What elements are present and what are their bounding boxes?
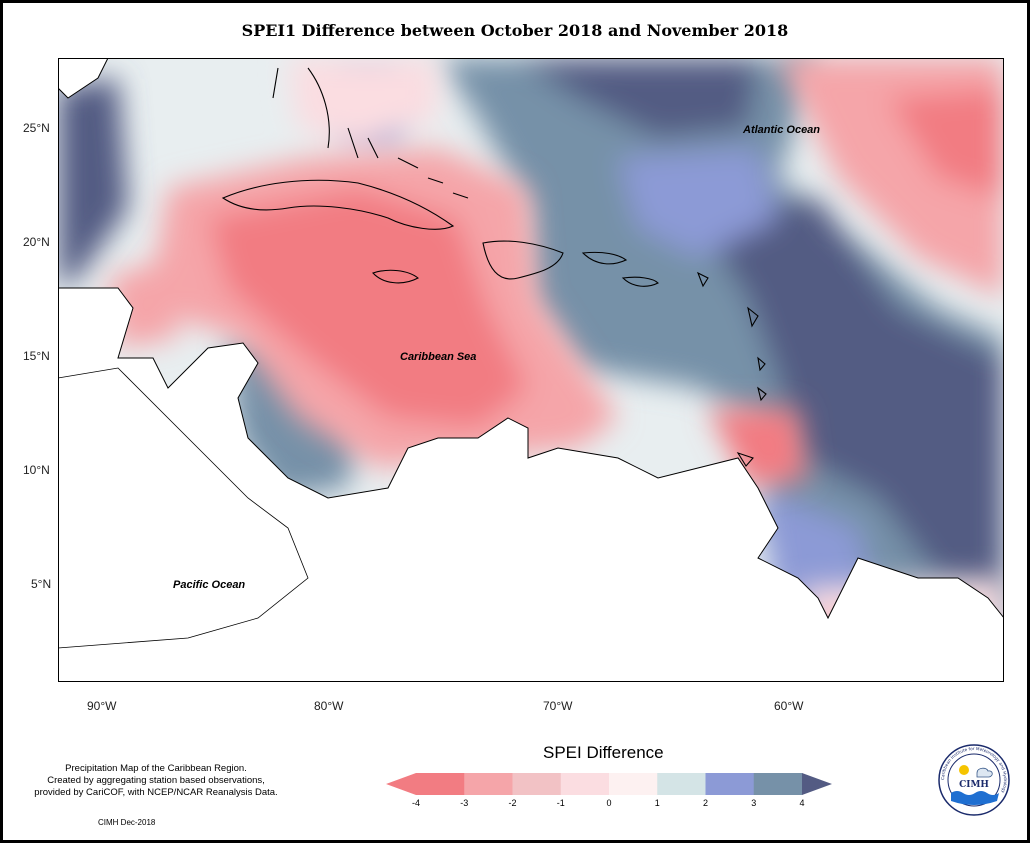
map-border [58,58,1004,682]
legend-swatch [512,773,562,795]
lat-tick-15n: 15°N [23,349,50,363]
legend-tick-label: 3 [751,798,757,808]
atlantic-label: Atlantic Ocean [742,124,820,136]
legend-swatch [753,773,803,795]
caption-line-1: Precipitation Map of the Caribbean Regio… [65,763,247,774]
legend-tick-label: -1 [556,798,565,808]
map-canvas: Atlantic Ocean Caribbean Sea Pacific Oce… [58,58,1004,682]
spei-map: Atlantic Ocean Caribbean Sea Pacific Oce… [58,58,1004,682]
caribbean-label: Caribbean Sea [400,351,476,363]
legend-swatch [705,773,755,795]
caption: Precipitation Map of the Caribbean Regio… [11,763,301,799]
map-title: SPEI1 Difference between October 2018 an… [241,21,789,40]
lat-tick-20n: 20°N [23,235,50,249]
legend-tick-label: -4 [411,798,421,808]
legend-tick-label: 4 [799,798,805,808]
legend-swatch-high [802,773,832,795]
legend-swatch [657,773,706,795]
cloud-icon [976,767,993,778]
caption-line-3: provided by CariCOF, with NCEP/NCAR Rean… [34,787,278,798]
legend-tick-label: -2 [508,798,517,808]
legend-tick-label: 0 [606,798,612,808]
sun-icon [959,765,969,775]
lat-tick-5n: 5°N [31,577,52,591]
credit-text: CIMH Dec-2018 [98,818,156,827]
legend-title: SPEI Difference [543,743,664,762]
pacific-water [58,367,309,649]
legend-swatch-low [386,773,416,795]
lon-tick-60w: 60°W [774,699,804,713]
water-waves-icon [951,791,999,805]
legend-tick-label: 2 [702,798,709,808]
legend-swatch [416,773,465,795]
legend-swatch [560,773,610,795]
lon-tick-90w: 90°W [87,699,117,713]
legend-colorbar [386,773,832,795]
lat-tick-10n: 10°N [23,463,50,477]
lon-tick-80w: 80°W [314,699,344,713]
lat-tick-25n: 25°N [23,121,50,135]
legend-tick-label: 1 [654,798,660,808]
island-outlines [221,67,767,467]
cimh-logo: CIMH Caribbean Institute for Meteorology… [938,744,1010,816]
lon-tick-70w: 70°W [543,699,573,713]
legend-tick-label: -3 [460,798,469,808]
legend-swatch [609,773,658,795]
caption-line-2: Created by aggregating station based obs… [47,775,265,786]
logo-text: CIMH [959,780,989,790]
legend-swatch [464,773,513,795]
pacific-label: Pacific Ocean [173,579,245,591]
